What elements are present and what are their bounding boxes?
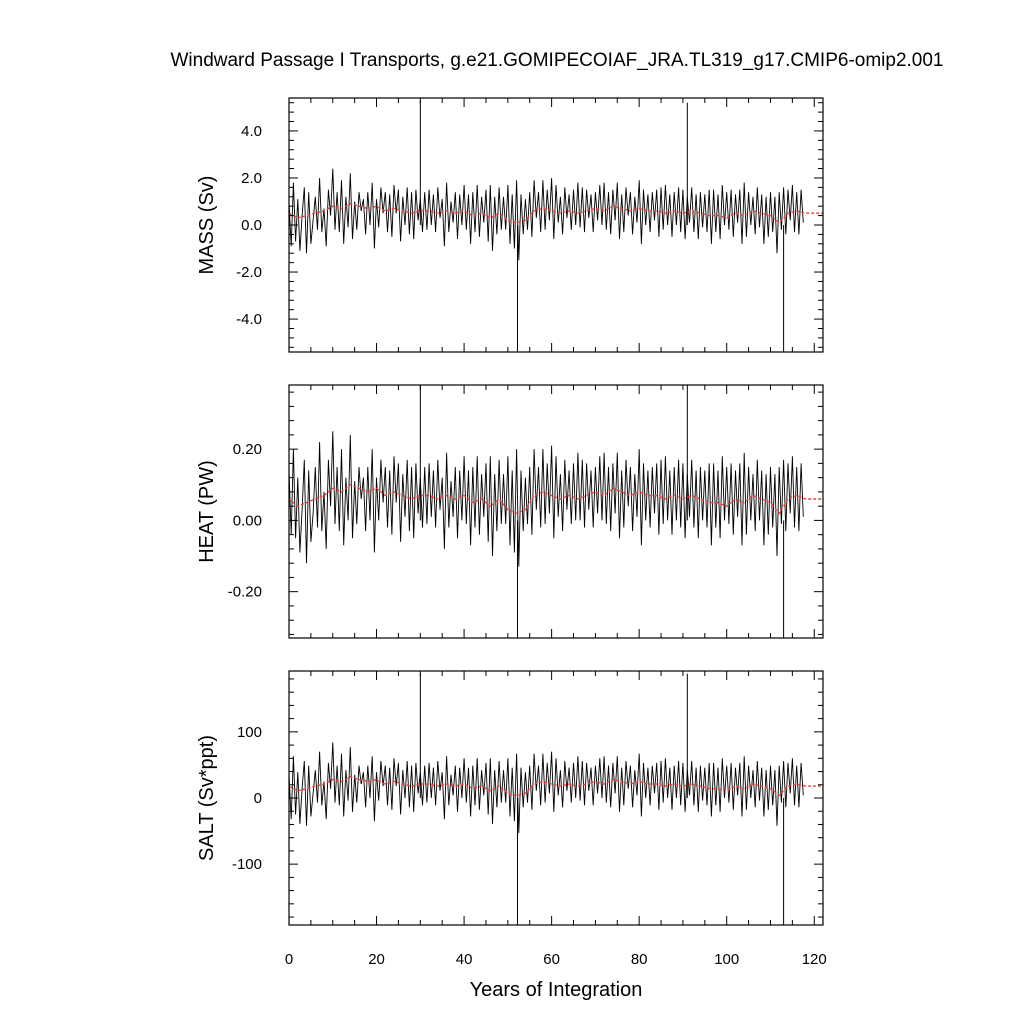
heat-y-axis-label: HEAT (PW) [196, 460, 218, 563]
mass-y-tick-label: 4.0 [241, 123, 262, 140]
chart-title: Windward Passage I Transports, g.e21.GOM… [170, 50, 943, 71]
mass-monthly-line [288, 168, 804, 261]
salt-y-axis-label: SALT (Sv*ppt) [196, 735, 218, 861]
heat-frame [288, 384, 824, 639]
salt-y-tick-label: 100 [237, 724, 262, 741]
x-tick-label: 120 [802, 951, 827, 968]
x-tick-label: 40 [456, 951, 473, 968]
x-tick-label: 0 [285, 951, 293, 968]
salt-y-tick-label: -100 [232, 856, 262, 873]
x-tick-label: 100 [714, 951, 739, 968]
heat-y-tick-label: -0.20 [228, 584, 262, 601]
mass-y-tick-label: -2.0 [236, 264, 262, 281]
heat-panel: -0.20 0.00 0.20 HEAT (PW) [196, 384, 824, 639]
x-tick-label: 60 [543, 951, 560, 968]
salt-panel: -100 0 100 SALT (Sv*ppt) [196, 670, 824, 926]
mass-y-tick-label: -4.0 [236, 311, 262, 328]
salt-y-tick-label: 0 [254, 790, 262, 807]
x-axis-label: Years of Integration [470, 979, 643, 1001]
heat-running-mean-line [288, 483, 823, 515]
salt-monthly-line [288, 742, 804, 834]
mass-y-tick-label: 0.0 [241, 217, 262, 234]
mass-panel: -4.0 -2.0 0.0 2.0 4.0 MASS (Sv) [196, 97, 824, 353]
heat-y-tick-label: 0.20 [233, 441, 262, 458]
mass-y-axis-label: MASS (Sv) [196, 176, 218, 275]
x-tick-label: 80 [631, 951, 648, 968]
x-tick-labels: 0 20 40 60 80 100 120 [285, 951, 827, 968]
mass-y-tick-label: 2.0 [241, 170, 262, 187]
x-tick-label: 20 [368, 951, 385, 968]
heat-y-tick-label: 0.00 [233, 512, 262, 529]
salt-running-mean-line [288, 776, 823, 797]
heat-monthly-line [288, 431, 804, 567]
